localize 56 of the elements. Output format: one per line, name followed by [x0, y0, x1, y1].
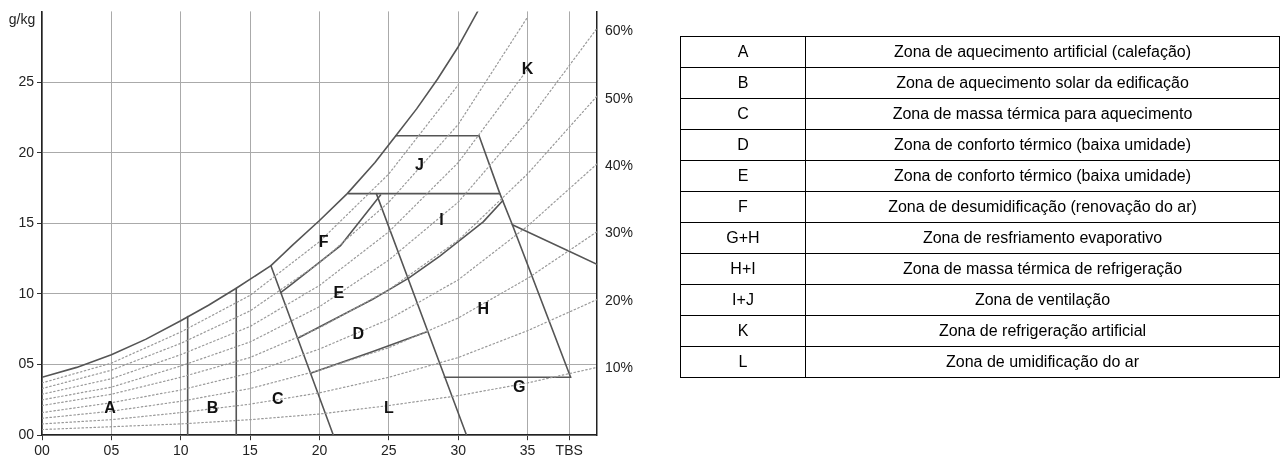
annotation: C: [272, 390, 285, 408]
text: Zona de massa térmica de refrigeração: [805, 253, 1280, 285]
y-tick-label: 10: [18, 284, 35, 301]
y-tick-label: 00: [18, 426, 35, 443]
text: Zona de umidificação do ar: [805, 346, 1280, 378]
annotation: I: [439, 210, 444, 228]
y2-tick-label: 20%: [604, 291, 634, 308]
x-tick-label: 25: [381, 442, 397, 459]
x-tick-label: 05: [103, 442, 120, 459]
y2-tick-label: 50%: [604, 89, 634, 106]
text: Zona de ventilação: [805, 284, 1280, 316]
x-tick-label: 15: [242, 442, 259, 459]
annotation: J: [414, 155, 424, 173]
annotation: K: [521, 59, 534, 77]
text: Zona de conforto térmico (baixa umidade): [805, 160, 1280, 192]
text: Zona de conforto térmico (baixa umidade): [805, 129, 1280, 161]
annotation: D: [352, 325, 365, 343]
y-tick-label: 05: [18, 355, 35, 372]
category-label: H+I: [680, 253, 806, 285]
category-label: D: [680, 129, 806, 161]
annotation: G: [513, 377, 526, 395]
text: Zona de desumidificação (renovação do ar): [805, 191, 1280, 223]
category-label: I+J: [680, 284, 806, 316]
annotation: L: [383, 398, 394, 416]
y-axis-title: g/kg: [8, 10, 36, 27]
x-tick-label: 35: [519, 442, 536, 459]
text: Zona de refrigeração artificial: [805, 315, 1280, 347]
x-tick-label: TBS: [555, 442, 583, 459]
category-label: K: [680, 315, 806, 347]
x-tick-label: 20: [311, 442, 328, 459]
text: Zona de massa térmica para aquecimento: [805, 98, 1280, 130]
y-tick-label: 20: [18, 143, 35, 160]
category-label: G+H: [680, 222, 806, 254]
annotation: E: [333, 284, 345, 302]
y-tick-label: 15: [18, 214, 35, 231]
category-label: L: [680, 346, 806, 378]
y2-tick-label: 40%: [604, 156, 634, 173]
category-label: F: [680, 191, 806, 223]
x-tick-label: 10: [172, 442, 189, 459]
x-tick-label: 00: [34, 442, 50, 459]
text: Zona de aquecimento solar da edificação: [805, 67, 1280, 99]
annotation: B: [206, 398, 219, 416]
annotation: F: [318, 233, 329, 251]
y2-tick-label: 10%: [604, 358, 634, 375]
y-tick-label: 25: [18, 72, 35, 89]
category-label: C: [680, 98, 806, 130]
y2-tick-label: 30%: [604, 224, 634, 241]
x-tick-label: 30: [450, 442, 467, 459]
category-label: A: [680, 36, 806, 68]
annotation: A: [104, 398, 117, 416]
category-label: E: [680, 160, 806, 192]
category-label: B: [680, 67, 806, 99]
annotation: H: [477, 299, 489, 317]
text: Zona de resfriamento evaporativo: [805, 222, 1280, 254]
y2-tick-label: 60%: [604, 22, 634, 39]
text: Zona de aquecimento artificial (calefação): [805, 36, 1280, 68]
